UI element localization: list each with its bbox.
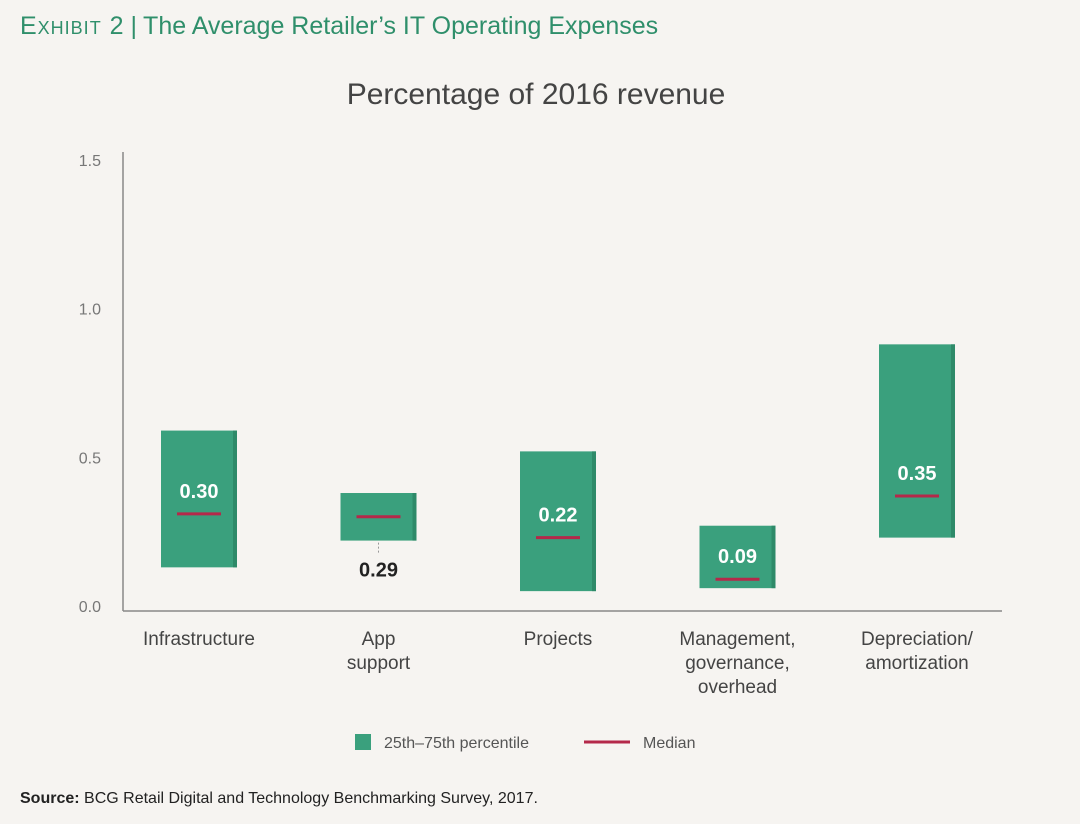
x-category-line: App [362, 629, 396, 650]
legend-range-swatch [355, 734, 371, 750]
x-category-label: App support [347, 629, 411, 674]
exhibit-heading: The Average Retailer’s IT Operating Expe… [143, 12, 659, 40]
y-tick-label: 0.0 [79, 599, 101, 616]
legend-range-label: 25th–75th percentile [384, 735, 529, 752]
median-value-label: 0.22 [539, 505, 578, 527]
bar-edge-shadow [592, 451, 596, 592]
chart: Percentage of 2016 revenue 0.00.51.01.5 … [79, 78, 1002, 752]
y-tick-label: 0.5 [79, 450, 101, 467]
x-category-label: Infrastructure [143, 629, 255, 650]
median-value-label: 0.29 [359, 560, 398, 582]
x-category-line: Depreciation/ [861, 629, 974, 650]
x-category-label: Management, governance, overhead [679, 629, 795, 698]
x-category-line: support [347, 653, 411, 674]
bar-edge-shadow [771, 525, 776, 589]
source-label: Source: [20, 790, 80, 807]
exhibit-separator: | [130, 12, 138, 40]
percentile-bar [520, 451, 596, 592]
median-value-label: 0.30 [180, 481, 219, 503]
x-category-label: Depreciation/amortization [861, 629, 974, 674]
x-category-line: Management, [679, 629, 795, 650]
bar-edge-shadow [233, 430, 237, 568]
x-category-label: Projects [524, 629, 593, 650]
y-tick-label: 1.0 [79, 302, 101, 319]
x-category-line: overhead [698, 677, 777, 698]
y-tick-label: 1.5 [79, 153, 101, 170]
x-category-line: governance, [685, 653, 790, 674]
x-category-line: amortization [865, 653, 969, 674]
legend-median-label: Median [643, 735, 695, 752]
chart-title: Percentage of 2016 revenue [347, 78, 726, 111]
percentile-bar [161, 430, 237, 568]
x-category-line: Infrastructure [143, 629, 255, 650]
source-text: BCG Retail Digital and Technology Benchm… [84, 790, 538, 807]
exhibit-title: Exhibit 2 | The Average Retailer’s IT Oper… [20, 12, 658, 41]
bar-edge-shadow [951, 344, 955, 538]
exhibit-label: Exhibit 2 [20, 12, 125, 40]
x-category-line: Projects [524, 629, 593, 650]
percentile-bar [879, 344, 955, 538]
median-value-label: 0.09 [718, 546, 757, 568]
median-value-label: 0.35 [898, 463, 937, 485]
bar-edge-shadow [412, 493, 417, 541]
source-note: Source: BCG Retail Digital and Technolog… [20, 790, 538, 808]
